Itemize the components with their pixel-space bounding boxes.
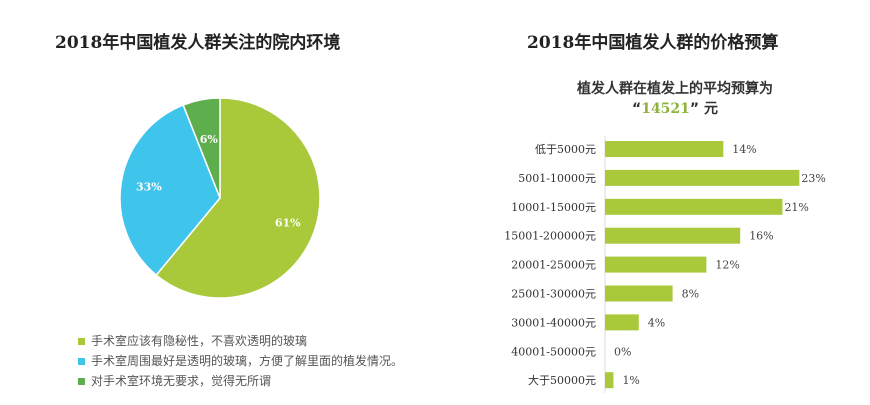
legend-swatch xyxy=(78,338,85,345)
bar xyxy=(605,141,724,157)
legend-label: 手术室应该有隐秘性，不喜欢透明的玻璃 xyxy=(91,334,308,348)
bar xyxy=(605,256,707,273)
bar-value-label: 4% xyxy=(648,316,665,329)
pie-chart: 61% 33% 6% xyxy=(119,97,321,299)
bar xyxy=(605,314,639,331)
category-label: 低于5000元 xyxy=(535,143,596,156)
pie-slice-label: 33% xyxy=(136,181,162,194)
category-label: 大于50000元 xyxy=(528,373,596,387)
pie-slice xyxy=(155,97,321,299)
category-label: 25001-30000元 xyxy=(511,288,596,301)
category-label: 5001-10000元 xyxy=(518,172,596,185)
bar xyxy=(605,285,673,302)
bar xyxy=(605,372,614,389)
bar-value-label: 12% xyxy=(715,259,739,272)
legend-swatch xyxy=(78,378,85,385)
pie-slice-label: 61% xyxy=(275,216,301,229)
pie-slice xyxy=(119,104,221,277)
legend-label: 手术室周围最好是透明的玻璃，方便了解里面的植发情况。 xyxy=(91,354,404,368)
category-label: 40001-50000元 xyxy=(511,345,596,358)
legend-item: 对手术室环境无要求，觉得无所谓 xyxy=(78,372,271,389)
bar-subtitle: 植发人群在植发上的平均预算为 “14521” 元 xyxy=(480,78,870,118)
legend-label: 对手术室环境无要求，觉得无所谓 xyxy=(91,374,272,388)
average-budget-value: 14521 xyxy=(641,101,690,117)
quote-open: “ xyxy=(632,101,642,117)
bar xyxy=(605,198,783,215)
bar-value-label: 23% xyxy=(801,172,825,185)
bar xyxy=(605,227,741,244)
category-label: 15001-200000元 xyxy=(504,230,596,243)
category-label: 10001-15000元 xyxy=(511,201,596,214)
legend-item: 手术室周围最好是透明的玻璃，方便了解里面的植发情况。 xyxy=(78,352,403,369)
subtitle-line1: 植发人群在植发上的平均预算为 xyxy=(577,81,773,97)
legend-swatch xyxy=(78,358,85,365)
bar-value-label: 0% xyxy=(614,345,631,358)
legend-item: 手术室应该有隐秘性，不喜欢透明的玻璃 xyxy=(78,332,307,349)
category-label: 20001-25000元 xyxy=(511,259,596,272)
bar-value-label: 14% xyxy=(732,143,756,156)
bar-value-label: 16% xyxy=(749,230,773,243)
pie-slice xyxy=(182,97,221,199)
quote-close: ” xyxy=(689,101,700,117)
pie-chart-title: 2018年中国植发人群关注的院内环境 xyxy=(55,33,341,53)
bar xyxy=(605,169,800,186)
bar-value-label: 8% xyxy=(682,288,699,301)
pie-slice-label: 6% xyxy=(200,133,219,146)
category-label: 30001-40000元 xyxy=(511,316,596,329)
bar-value-label: 21% xyxy=(784,201,808,214)
bar-value-label: 1% xyxy=(622,374,639,387)
subtitle-unit: 元 xyxy=(699,101,718,117)
bar-chart-title: 2018年中国植发人群的价格预算 xyxy=(527,33,779,53)
